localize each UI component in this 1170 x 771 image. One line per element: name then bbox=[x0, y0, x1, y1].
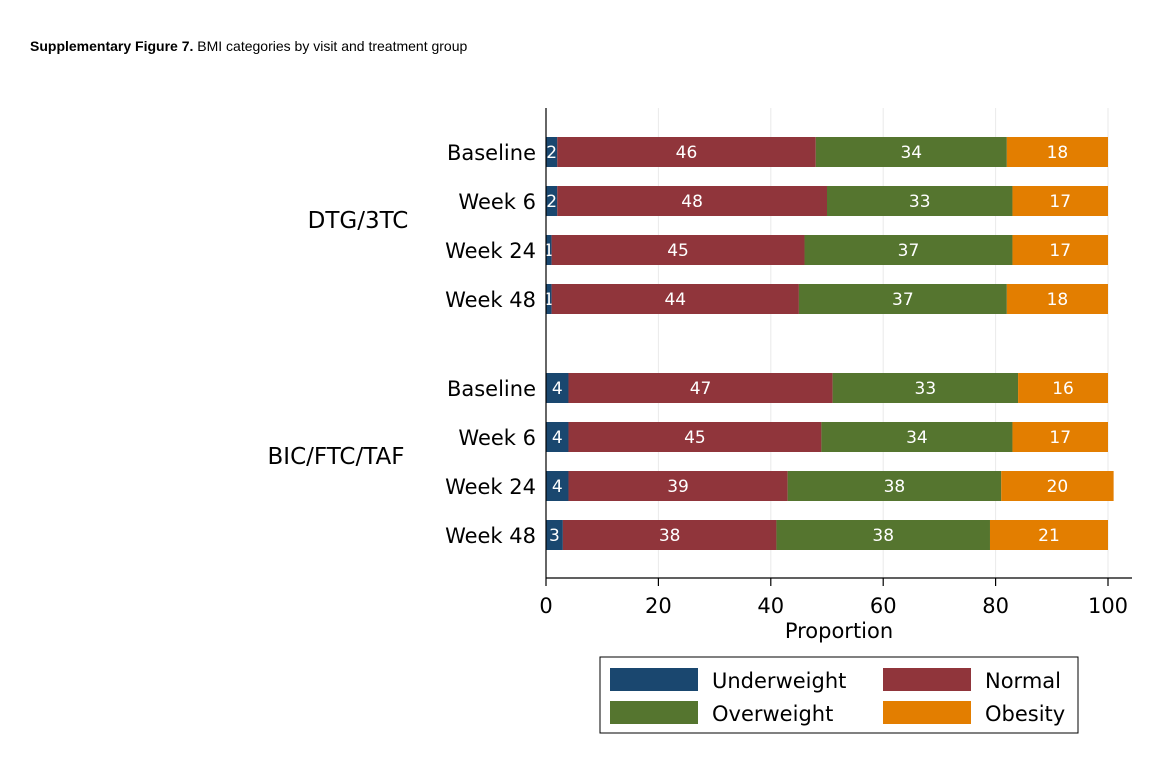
legend-label-normal: Normal bbox=[985, 669, 1061, 693]
x-tick-label: 40 bbox=[757, 594, 784, 618]
data-label: 2 bbox=[546, 192, 557, 212]
category-label: Baseline bbox=[447, 141, 536, 165]
bar-segment-overweight bbox=[827, 186, 1013, 216]
data-label: 20 bbox=[1047, 477, 1069, 497]
bar-segment-underweight bbox=[546, 373, 569, 403]
category-label: Baseline bbox=[447, 377, 536, 401]
data-label: 1 bbox=[543, 290, 554, 310]
data-label: 3 bbox=[549, 526, 560, 546]
bar-segment-overweight bbox=[798, 284, 1007, 314]
data-label: 2 bbox=[546, 143, 557, 163]
data-label: 17 bbox=[1049, 192, 1071, 212]
data-label: 17 bbox=[1049, 241, 1071, 261]
bar-segment-underweight bbox=[546, 137, 558, 167]
bar-segment-overweight bbox=[787, 471, 1002, 501]
category-label: Week 48 bbox=[445, 524, 536, 548]
legend-swatch-obesity bbox=[883, 701, 971, 724]
bar-segment-obesity bbox=[1018, 373, 1108, 403]
data-label: 34 bbox=[906, 428, 928, 448]
data-label: 38 bbox=[659, 526, 681, 546]
x-axis-title: Proportion bbox=[785, 619, 893, 643]
x-tick-label: 60 bbox=[870, 594, 897, 618]
bar-segment-obesity bbox=[1012, 186, 1108, 216]
bar-segment-normal bbox=[551, 235, 805, 265]
bar-segment-normal bbox=[557, 137, 816, 167]
x-tick-label: 20 bbox=[645, 594, 672, 618]
bar-segment-overweight bbox=[821, 422, 1013, 452]
data-label: 4 bbox=[552, 428, 563, 448]
bar-segment-overweight bbox=[815, 137, 1007, 167]
bar-segment-normal bbox=[557, 186, 827, 216]
bar-segment-normal bbox=[562, 520, 777, 550]
category-label: Week 24 bbox=[445, 475, 536, 499]
x-tick-label: 100 bbox=[1088, 594, 1128, 618]
bar-segment-normal bbox=[568, 471, 788, 501]
data-label: 37 bbox=[892, 290, 914, 310]
data-label: 44 bbox=[664, 290, 686, 310]
data-label: 38 bbox=[884, 477, 906, 497]
data-label: 48 bbox=[681, 192, 703, 212]
legend-label-overweight: Overweight bbox=[712, 702, 833, 726]
data-label: 17 bbox=[1049, 428, 1071, 448]
data-label: 45 bbox=[667, 241, 689, 261]
data-label: 33 bbox=[909, 192, 931, 212]
x-tick-label: 80 bbox=[982, 594, 1009, 618]
category-label: Week 24 bbox=[445, 239, 536, 263]
legend-swatch-normal bbox=[883, 668, 971, 691]
bar-segment-underweight bbox=[546, 186, 558, 216]
bar-segment-underweight bbox=[546, 520, 563, 550]
data-label: 18 bbox=[1047, 290, 1069, 310]
data-label: 37 bbox=[898, 241, 920, 261]
x-tick-label: 0 bbox=[539, 594, 552, 618]
bar-segment-normal bbox=[568, 422, 822, 452]
bar-segment-normal bbox=[551, 284, 799, 314]
data-label: 38 bbox=[872, 526, 894, 546]
bar-segment-underweight bbox=[546, 471, 569, 501]
category-label: Week 48 bbox=[445, 288, 536, 312]
bar-segment-underweight bbox=[546, 422, 569, 452]
bar-segment-normal bbox=[568, 373, 833, 403]
bar-segment-obesity bbox=[1001, 471, 1114, 501]
bar-segment-underweight bbox=[546, 235, 552, 265]
bar-segment-overweight bbox=[804, 235, 1013, 265]
data-label: 47 bbox=[690, 379, 712, 399]
data-label: 39 bbox=[667, 477, 689, 497]
data-label: 4 bbox=[552, 379, 563, 399]
data-label: 46 bbox=[676, 143, 698, 163]
data-label: 21 bbox=[1038, 526, 1060, 546]
bar-segment-underweight bbox=[546, 284, 552, 314]
data-label: 1 bbox=[543, 241, 554, 261]
bar-segment-obesity bbox=[1006, 137, 1108, 167]
data-label: 18 bbox=[1047, 143, 1069, 163]
data-label: 16 bbox=[1052, 379, 1074, 399]
figure-caption: Supplementary Figure 7. BMI categories b… bbox=[30, 38, 467, 54]
data-label: 45 bbox=[684, 428, 706, 448]
figure-caption-bold: Supplementary Figure 7. bbox=[30, 38, 194, 54]
bar-segment-overweight bbox=[776, 520, 990, 550]
data-label: 33 bbox=[915, 379, 937, 399]
bar-segment-obesity bbox=[1012, 235, 1108, 265]
legend-swatch-underweight bbox=[610, 668, 698, 691]
figure-caption-text: BMI categories by visit and treatment gr… bbox=[193, 38, 468, 54]
group-label: BIC/FTC/TAF bbox=[268, 444, 405, 470]
bar-segment-overweight bbox=[832, 373, 1019, 403]
data-label: 4 bbox=[552, 477, 563, 497]
bar-segment-obesity bbox=[989, 520, 1108, 550]
legend-swatch-overweight bbox=[610, 701, 698, 724]
legend-label-underweight: Underweight bbox=[712, 669, 846, 693]
data-label: 34 bbox=[900, 143, 922, 163]
legend-label-obesity: Obesity bbox=[985, 702, 1065, 726]
category-label: Week 6 bbox=[458, 190, 536, 214]
group-label: DTG/3TC bbox=[308, 208, 409, 234]
bar-segment-obesity bbox=[1012, 422, 1108, 452]
category-label: Week 6 bbox=[458, 426, 536, 450]
bar-segment-obesity bbox=[1006, 284, 1108, 314]
